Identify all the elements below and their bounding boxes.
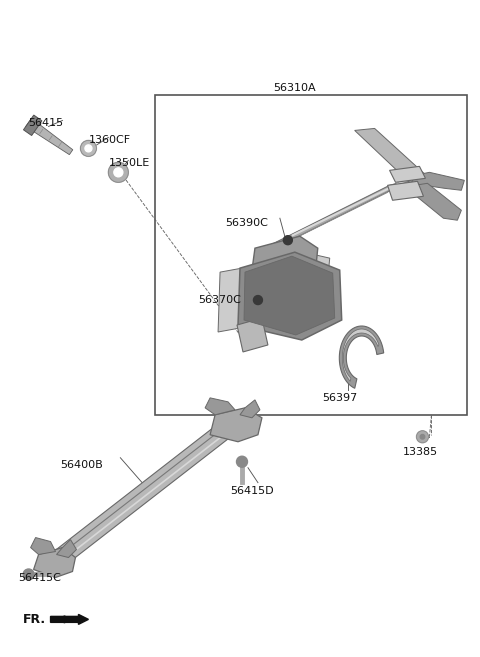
- Circle shape: [420, 434, 425, 439]
- Text: FR.: FR.: [23, 613, 46, 626]
- Polygon shape: [270, 178, 415, 245]
- Circle shape: [253, 296, 263, 305]
- Text: 56370C: 56370C: [198, 295, 241, 305]
- FancyArrow shape: [50, 614, 88, 624]
- Circle shape: [23, 569, 34, 580]
- Polygon shape: [57, 539, 76, 558]
- Polygon shape: [411, 172, 464, 191]
- Polygon shape: [411, 183, 461, 220]
- Bar: [155, 95, 468, 415]
- Polygon shape: [339, 326, 384, 388]
- Text: 56397: 56397: [322, 393, 357, 403]
- Polygon shape: [387, 181, 423, 200]
- Polygon shape: [237, 318, 268, 352]
- Text: 13385: 13385: [403, 447, 438, 457]
- Polygon shape: [50, 413, 243, 568]
- Polygon shape: [342, 329, 379, 381]
- Circle shape: [283, 236, 292, 244]
- Polygon shape: [205, 398, 235, 415]
- Polygon shape: [355, 128, 430, 182]
- Polygon shape: [218, 268, 242, 332]
- Text: 56390C: 56390C: [225, 218, 268, 228]
- Polygon shape: [244, 256, 335, 335]
- Polygon shape: [26, 118, 73, 154]
- Polygon shape: [293, 250, 330, 278]
- Text: 1350LE: 1350LE: [108, 158, 150, 168]
- Polygon shape: [390, 166, 425, 182]
- Polygon shape: [238, 252, 342, 340]
- Polygon shape: [240, 400, 260, 418]
- Circle shape: [237, 456, 248, 467]
- Text: 56310A: 56310A: [274, 83, 316, 93]
- Polygon shape: [252, 237, 318, 278]
- Polygon shape: [31, 537, 56, 555]
- Circle shape: [114, 168, 123, 177]
- Text: 56400B: 56400B: [60, 460, 103, 470]
- Circle shape: [85, 145, 92, 152]
- Text: 1360CF: 1360CF: [88, 135, 131, 145]
- Text: 56415D: 56415D: [230, 486, 274, 495]
- Polygon shape: [34, 547, 75, 578]
- Text: 56415C: 56415C: [19, 574, 61, 583]
- Circle shape: [108, 162, 128, 182]
- Circle shape: [81, 141, 96, 156]
- Polygon shape: [24, 115, 42, 135]
- Text: 56415: 56415: [29, 118, 64, 129]
- Circle shape: [417, 431, 429, 443]
- Polygon shape: [210, 408, 262, 442]
